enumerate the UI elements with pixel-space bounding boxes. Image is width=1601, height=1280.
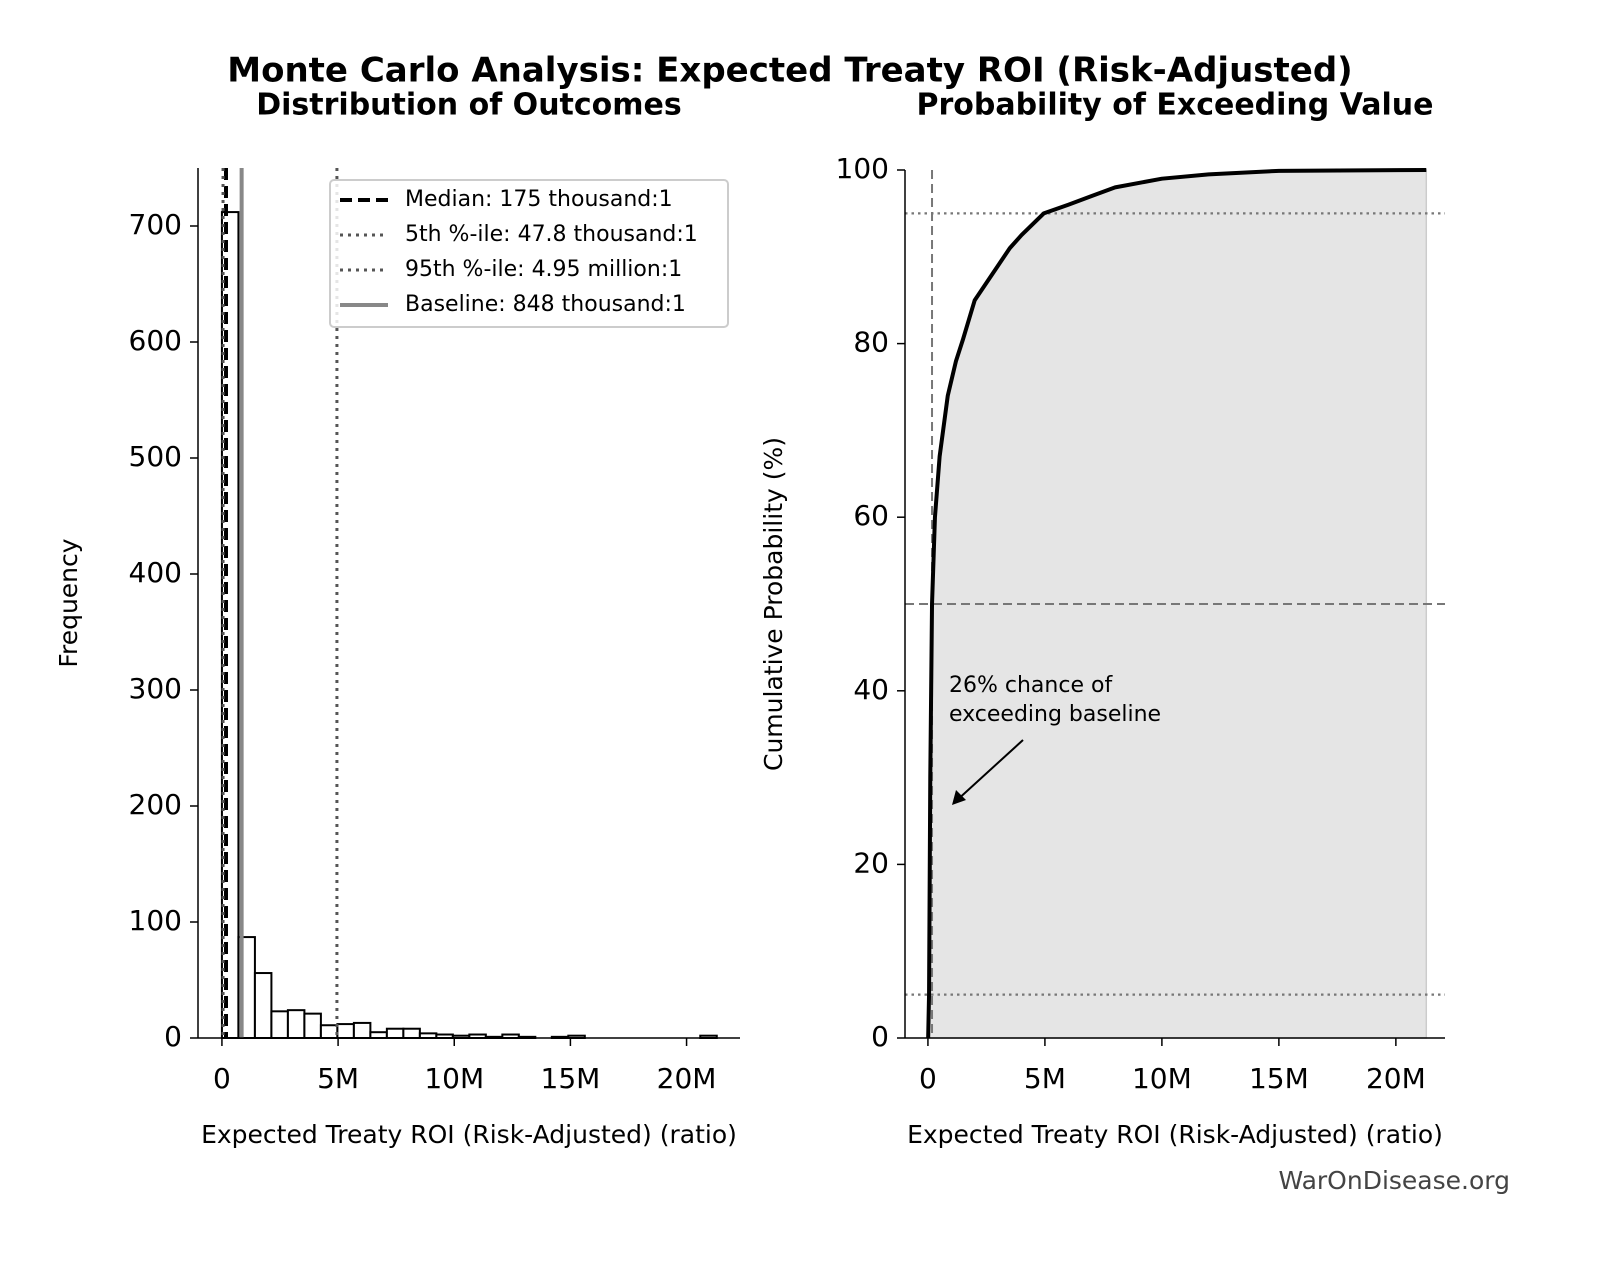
y-tick-label: 500 bbox=[129, 440, 182, 473]
x-tick-label: 0 bbox=[919, 1062, 937, 1095]
x-axis-label: Expected Treaty ROI (Risk-Adjusted) (rat… bbox=[907, 1120, 1443, 1149]
legend-label: 5th %-ile: 47.8 thousand:1 bbox=[405, 222, 698, 247]
annotation: exceeding baseline bbox=[949, 702, 1161, 727]
y-tick-label: 100 bbox=[836, 152, 889, 185]
legend-label: Baseline: 848 thousand:1 bbox=[405, 292, 686, 317]
legend-box bbox=[329, 179, 729, 328]
y-tick-label: 700 bbox=[129, 208, 182, 241]
x-tick-label: 10M bbox=[1132, 1062, 1192, 1095]
annotation-arrow bbox=[954, 739, 1024, 803]
x-tick-label: 10M bbox=[424, 1062, 484, 1095]
arrow-head bbox=[952, 790, 966, 805]
x-axis-label: Expected Treaty ROI (Risk-Adjusted) (rat… bbox=[201, 1120, 737, 1149]
histogram-bar bbox=[253, 972, 273, 1039]
histogram-bar bbox=[402, 1027, 421, 1039]
subplot-title: Probability of Exceeding Value bbox=[916, 88, 1433, 123]
histogram-bar bbox=[385, 1027, 405, 1039]
y-axis-label: Frequency bbox=[54, 538, 83, 667]
histogram-bar bbox=[286, 1009, 306, 1039]
annotation: 26% chance of bbox=[949, 673, 1113, 698]
footer: WarOnDisease.org bbox=[1278, 1166, 1510, 1195]
subplot-title: Distribution of Outcomes bbox=[256, 88, 682, 123]
x-tick-label: 20M bbox=[1366, 1062, 1426, 1095]
histogram-bar bbox=[369, 1031, 388, 1039]
x-tick-label: 5M bbox=[317, 1062, 359, 1095]
legend-label: Median: 175 thousand:1 bbox=[405, 187, 673, 212]
histogram-bar bbox=[270, 1010, 289, 1040]
y-tick-label: 300 bbox=[129, 672, 182, 705]
y-tick-label: 100 bbox=[129, 904, 182, 937]
histogram-bar bbox=[336, 1023, 355, 1039]
cdf-line bbox=[926, 168, 1427, 1039]
x-tick-label: 20M bbox=[657, 1062, 717, 1095]
y-tick-label: 600 bbox=[129, 324, 182, 357]
x-tick-label: 15M bbox=[541, 1062, 601, 1095]
y-tick-label: 20 bbox=[853, 846, 889, 879]
y-tick-label: 0 bbox=[164, 1020, 182, 1053]
histogram-bar bbox=[319, 1024, 339, 1039]
y-axis-label: Cumulative Probability (%) bbox=[759, 437, 788, 771]
y-tick-label: 200 bbox=[129, 788, 182, 821]
histogram-bar bbox=[352, 1021, 372, 1039]
legend-label: 95th %-ile: 4.95 million:1 bbox=[405, 257, 682, 282]
y-tick-label: 400 bbox=[129, 556, 182, 589]
y-tick-label: 80 bbox=[853, 326, 889, 359]
y-tick-label: 0 bbox=[871, 1020, 889, 1053]
x-tick-label: 0 bbox=[213, 1062, 231, 1095]
y-tick-label: 60 bbox=[853, 499, 889, 532]
x-tick-label: 5M bbox=[1024, 1062, 1066, 1095]
suptitle: Monte Carlo Analysis: Expected Treaty RO… bbox=[227, 51, 1352, 91]
histogram-bar bbox=[303, 1012, 322, 1040]
x-tick-label: 15M bbox=[1249, 1062, 1309, 1095]
y-tick-label: 40 bbox=[853, 673, 889, 706]
